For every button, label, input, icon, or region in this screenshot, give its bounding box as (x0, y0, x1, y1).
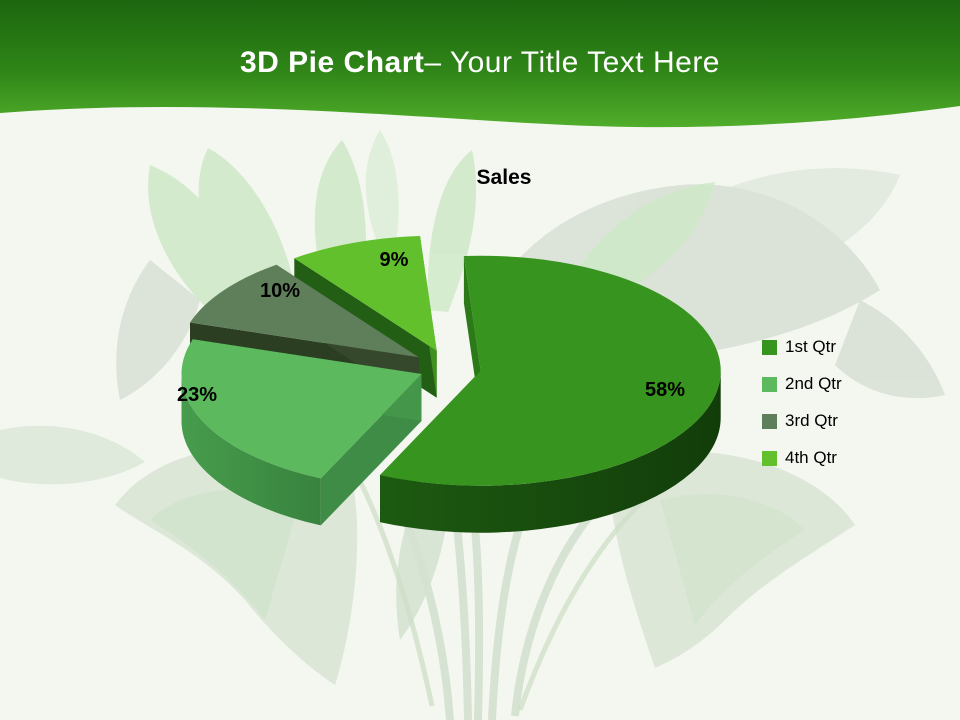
chart-title: Sales (476, 166, 532, 189)
legend-label-2nd-qtr: 2nd Qtr (785, 374, 842, 393)
slice-value-label: 23% (177, 384, 217, 406)
slice-value-label: 9% (380, 249, 409, 271)
title-banner: 3D Pie Chart– Your Title Text Here (0, 0, 960, 140)
pie-slice-1st-qtr (380, 255, 721, 533)
legend-swatch-2nd-qtr (762, 376, 777, 392)
slice-arc-wall (380, 370, 721, 533)
slice-top (380, 255, 721, 486)
chart-legend: 1st Qtr 2nd Qtr 3rd Qtr 4th Qtr (762, 337, 842, 467)
banner-wave (0, 0, 960, 128)
pie-slice-2nd-qtr (181, 339, 422, 526)
legend-label-1st-qtr: 1st Qtr (785, 337, 837, 356)
banner-shape (0, 0, 960, 128)
slice-top (294, 236, 437, 351)
slide-title-rest: – Your Title Text Here (424, 46, 720, 79)
legend-label-4th-qtr: 4th Qtr (785, 448, 837, 467)
legend-item-3rd-qtr: 3rd Qtr (762, 411, 842, 430)
legend-swatch-3rd-qtr (762, 413, 777, 429)
legend-swatch-1st-qtr (762, 339, 777, 355)
slice-top (181, 339, 422, 479)
legend-item-1st-qtr: 1st Qtr (762, 337, 842, 356)
slice-arc-wall (181, 374, 321, 526)
slice-top (190, 264, 419, 358)
slide-title: 3D Pie Chart– Your Title Text Here (0, 46, 960, 80)
legend-item-2nd-qtr: 2nd Qtr (762, 374, 842, 393)
legend-label-3rd-qtr: 3rd Qtr (785, 411, 838, 430)
legend-item-4th-qtr: 4th Qtr (762, 448, 842, 467)
slice-value-label: 58% (645, 379, 685, 401)
slice-value-label: 10% (260, 280, 300, 302)
slide-title-bold: 3D Pie Chart (239, 46, 425, 79)
legend-swatch-4th-qtr (762, 450, 777, 466)
